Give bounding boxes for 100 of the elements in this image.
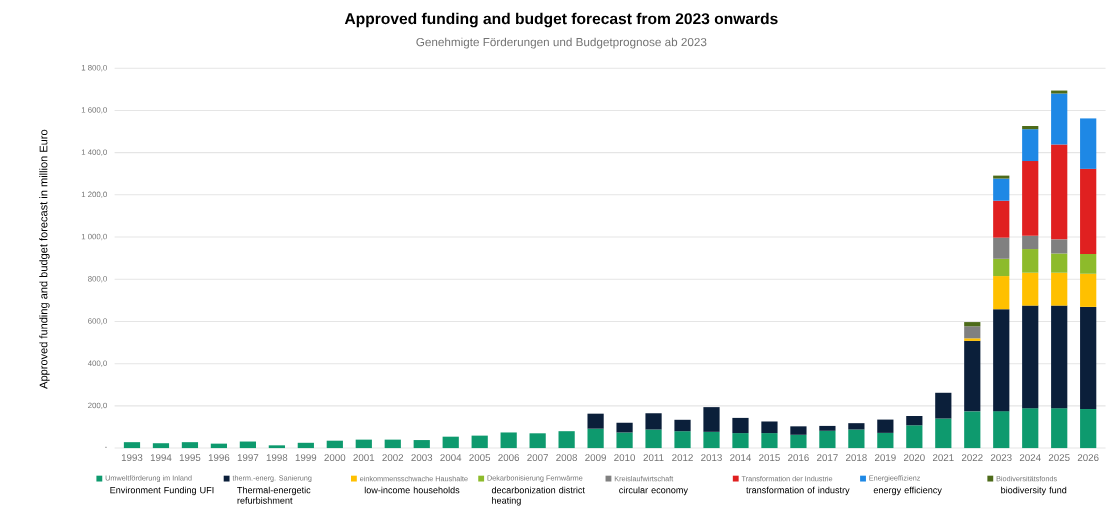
bar bbox=[848, 429, 865, 448]
text: Thermal-energetic refurbishment bbox=[237, 486, 311, 504]
bar bbox=[152, 442, 170, 448]
x-tick-label: 2005 bbox=[469, 453, 491, 461]
x-tick-label: 2022 bbox=[961, 453, 983, 461]
bar bbox=[1051, 253, 1068, 273]
bar bbox=[935, 418, 952, 448]
x-tick-label: 2019 bbox=[875, 453, 896, 461]
x-tick-label: 1997 bbox=[237, 453, 259, 461]
bar bbox=[529, 433, 546, 448]
x-tick-label: 2017 bbox=[817, 453, 838, 461]
text: Environment Funding UFI bbox=[110, 486, 214, 495]
x-tick-label: 2011 bbox=[643, 453, 664, 461]
text: circular economy bbox=[619, 486, 688, 495]
bar bbox=[703, 406, 720, 432]
bar bbox=[964, 338, 981, 341]
bar bbox=[790, 434, 807, 448]
text: transformation of industry bbox=[746, 486, 850, 495]
bar bbox=[993, 275, 1010, 309]
bar bbox=[993, 410, 1010, 448]
x-tick-label: 2003 bbox=[411, 453, 433, 461]
bar bbox=[1080, 408, 1097, 448]
bar bbox=[848, 422, 865, 430]
bar bbox=[819, 425, 836, 431]
x-tick-label: 1994 bbox=[150, 453, 172, 461]
x-tick-label: 2001 bbox=[353, 453, 375, 461]
bar bbox=[935, 392, 952, 419]
bar bbox=[1022, 160, 1039, 236]
bar bbox=[384, 439, 401, 448]
bar bbox=[674, 419, 691, 431]
x-tick-label: 2000 bbox=[324, 453, 346, 461]
bar bbox=[964, 411, 981, 448]
bar bbox=[645, 413, 662, 430]
text: energy efficiency bbox=[873, 486, 942, 495]
x-tick-label: 1995 bbox=[179, 453, 201, 461]
bar bbox=[1051, 93, 1068, 145]
bar bbox=[442, 436, 459, 448]
x-tick-label: 2013 bbox=[701, 453, 722, 461]
x-tick-label: 2009 bbox=[585, 453, 606, 461]
x-tick-label: 2026 bbox=[1077, 453, 1099, 461]
bar bbox=[239, 441, 256, 448]
x-tick-label: 2021 bbox=[932, 453, 954, 461]
bar bbox=[558, 430, 575, 448]
bar bbox=[993, 200, 1010, 238]
bar bbox=[1022, 128, 1039, 161]
bar bbox=[1051, 239, 1068, 254]
bar bbox=[1080, 168, 1097, 254]
bar bbox=[761, 421, 778, 433]
chart-title: Approved funding and budget forecast from 2023 onwards bbox=[344, 12, 778, 28]
bar bbox=[1022, 272, 1039, 306]
bar bbox=[877, 419, 894, 433]
bar bbox=[500, 432, 517, 448]
bar bbox=[616, 432, 633, 448]
x-tick-label: 2010 bbox=[614, 453, 636, 461]
bar bbox=[674, 430, 691, 448]
bar bbox=[297, 442, 314, 448]
bar bbox=[616, 422, 633, 433]
bar bbox=[790, 426, 807, 435]
x-tick-label: 1993 bbox=[121, 453, 143, 461]
x-tick-label: 1996 bbox=[208, 453, 230, 461]
x-tick-label: 2025 bbox=[1048, 453, 1070, 461]
x-tick-label: 2018 bbox=[846, 453, 867, 461]
bar bbox=[1022, 248, 1039, 273]
chart-subtitle: Genehmigte Förderungen und Budgetprognose ab 2023 bbox=[416, 37, 707, 49]
bar bbox=[1080, 253, 1097, 274]
text: decarbonization district heating bbox=[491, 486, 585, 506]
x-tick-label: 1999 bbox=[295, 453, 317, 461]
bar bbox=[964, 340, 981, 412]
bar bbox=[906, 415, 923, 426]
bar bbox=[732, 417, 749, 433]
bar bbox=[703, 431, 720, 448]
bar bbox=[1080, 306, 1097, 409]
text: low-income households bbox=[364, 486, 460, 494]
bar bbox=[1022, 407, 1039, 448]
bar bbox=[471, 435, 488, 448]
bar bbox=[993, 258, 1010, 276]
bar bbox=[355, 439, 372, 448]
bar bbox=[732, 432, 749, 448]
bar bbox=[1051, 90, 1068, 94]
x-tick-label: 2024 bbox=[1019, 453, 1041, 461]
bar bbox=[1051, 305, 1068, 408]
bar bbox=[587, 413, 604, 429]
bar bbox=[181, 441, 199, 448]
x-tick-label: 2023 bbox=[990, 453, 1012, 461]
bar bbox=[993, 308, 1010, 411]
bar bbox=[268, 445, 285, 448]
text: biodiversity fund bbox=[1001, 486, 1067, 495]
x-tick-label: 2020 bbox=[903, 453, 925, 461]
bar bbox=[1022, 305, 1039, 408]
bar bbox=[1051, 407, 1068, 448]
bar bbox=[1051, 272, 1068, 306]
y-axis-title: Approved funding and budget forecast in million Euro bbox=[39, 129, 50, 389]
bar bbox=[413, 439, 430, 448]
bar bbox=[1051, 144, 1068, 240]
bar bbox=[587, 428, 604, 448]
x-tick-label: 2004 bbox=[440, 453, 462, 461]
bar bbox=[1080, 273, 1097, 307]
bar bbox=[645, 429, 662, 448]
bar bbox=[964, 321, 981, 327]
bar bbox=[877, 432, 894, 448]
